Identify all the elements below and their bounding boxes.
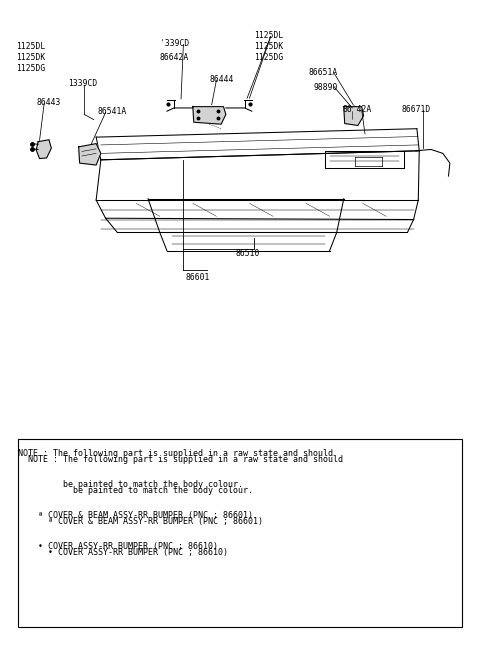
Text: NOTE : The following part is supplied in a raw state and should: NOTE : The following part is supplied in…	[28, 455, 343, 464]
Polygon shape	[36, 140, 51, 158]
Text: 86510: 86510	[235, 250, 260, 258]
Text: 86651A: 86651A	[308, 68, 337, 77]
Text: 86'42A: 86'42A	[343, 104, 372, 114]
Text: 86671D: 86671D	[401, 104, 431, 114]
Text: 1339CD: 1339CD	[68, 79, 97, 89]
Text: 1125DL: 1125DL	[254, 31, 283, 40]
Text: 1125DK: 1125DK	[254, 42, 283, 51]
Text: 1125DK: 1125DK	[16, 53, 45, 62]
Text: • COVER ASSY-RR BUMPER (PNC ; 86610): • COVER ASSY-RR BUMPER (PNC ; 86610)	[28, 549, 228, 557]
Text: 1125DG: 1125DG	[254, 53, 283, 62]
Text: ª COVER & BEAM ASSY-RR BUMPER (PNC ; 86601): ª COVER & BEAM ASSY-RR BUMPER (PNC ; 866…	[28, 517, 263, 526]
Text: NOTE : The following part is supplied in a raw state and should: NOTE : The following part is supplied in…	[18, 449, 333, 457]
Text: • COVER ASSY-RR BUMPER (PNC ; 86610): • COVER ASSY-RR BUMPER (PNC ; 86610)	[18, 542, 218, 551]
Text: 86443: 86443	[36, 98, 60, 106]
Text: 1125DL: 1125DL	[16, 42, 45, 51]
Text: 98890: 98890	[313, 83, 337, 92]
Text: 86601: 86601	[186, 273, 210, 283]
Text: 86444: 86444	[209, 75, 234, 84]
Polygon shape	[193, 106, 226, 124]
Bar	[18, 439, 462, 627]
Text: 1125DG: 1125DG	[16, 64, 45, 73]
Text: 86642A: 86642A	[160, 53, 189, 62]
Text: '339CD: '339CD	[160, 39, 189, 47]
Text: 86541A: 86541A	[97, 107, 127, 116]
Text: be painted to match the body colour.: be painted to match the body colour.	[28, 486, 253, 495]
Polygon shape	[79, 144, 101, 165]
Polygon shape	[344, 106, 363, 125]
Text: be painted to match the body colour.: be painted to match the body colour.	[18, 480, 243, 489]
Text: ª COVER & BEAM ASSY-RR BUMPER (PNC ; 86601): ª COVER & BEAM ASSY-RR BUMPER (PNC ; 866…	[18, 510, 253, 520]
